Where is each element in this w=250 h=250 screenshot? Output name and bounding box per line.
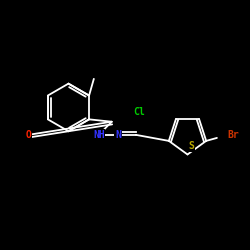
Text: Br: Br — [228, 130, 239, 140]
Text: S: S — [189, 141, 194, 151]
Text: NH: NH — [93, 130, 105, 140]
Text: N: N — [115, 130, 121, 140]
Text: Cl: Cl — [134, 107, 145, 117]
Text: O: O — [26, 130, 32, 140]
